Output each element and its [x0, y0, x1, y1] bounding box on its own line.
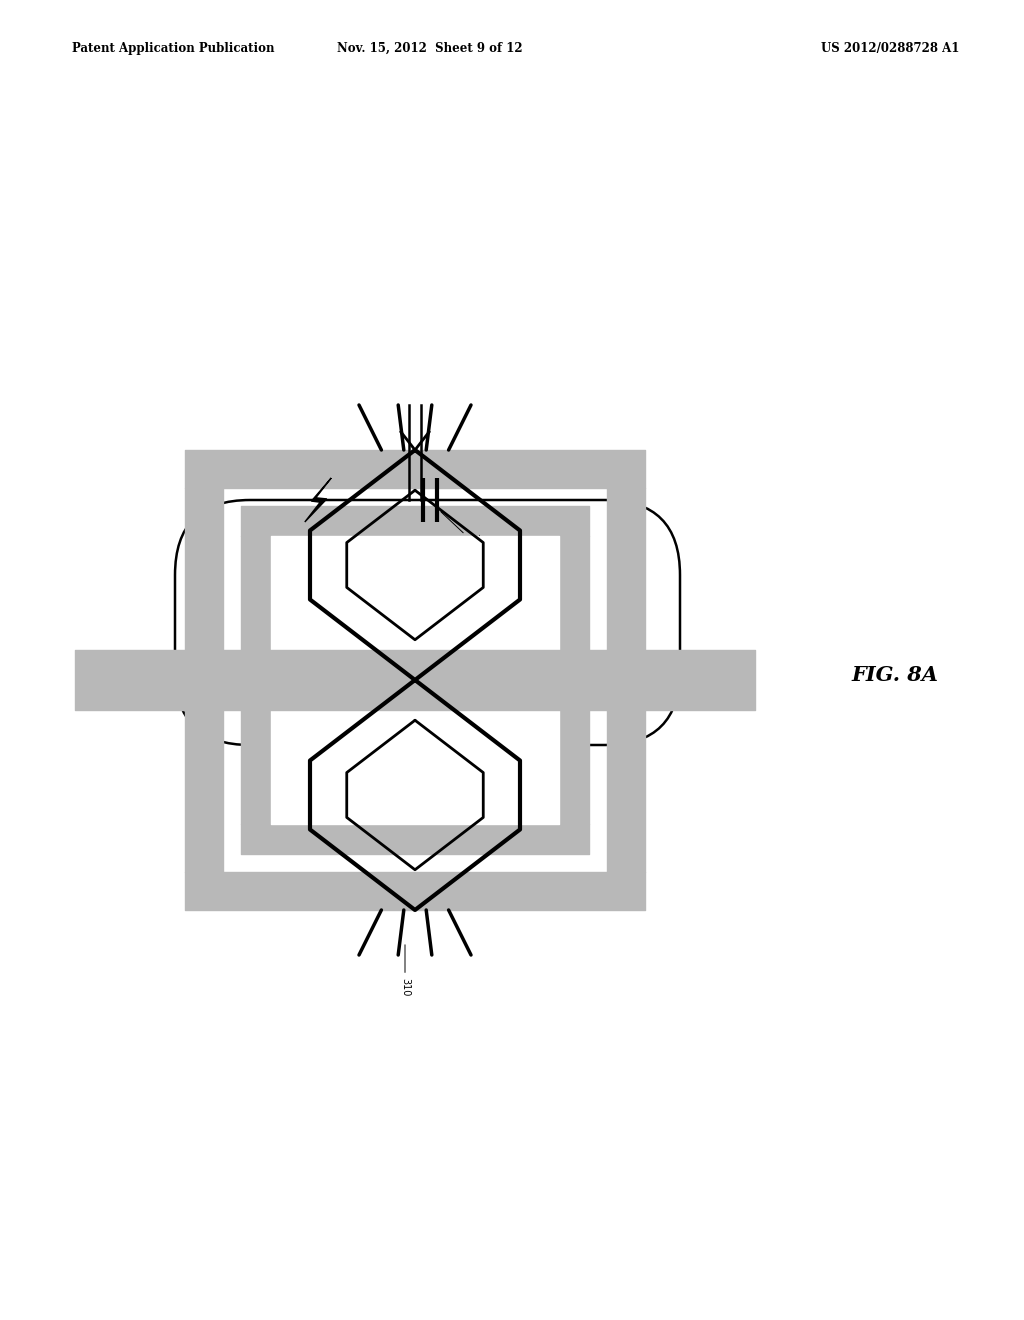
- Text: 310: 310: [441, 512, 478, 552]
- Text: 310: 310: [400, 945, 410, 997]
- Text: FIG. 8A: FIG. 8A: [852, 665, 939, 685]
- Text: US 2012/0288728 A1: US 2012/0288728 A1: [821, 42, 959, 55]
- Text: Nov. 15, 2012  Sheet 9 of 12: Nov. 15, 2012 Sheet 9 of 12: [337, 42, 523, 55]
- Polygon shape: [305, 478, 331, 521]
- Text: Patent Application Publication: Patent Application Publication: [72, 42, 274, 55]
- Text: 310: 310: [437, 602, 477, 642]
